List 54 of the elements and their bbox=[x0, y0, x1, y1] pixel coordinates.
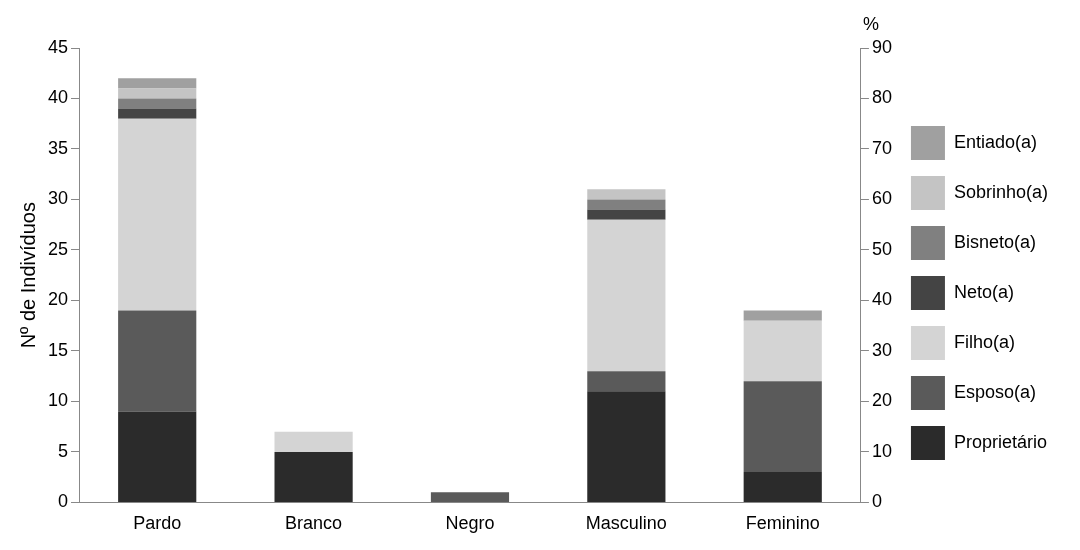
legend-label: Entiado(a) bbox=[953, 131, 1038, 152]
y2-tick-label: 30 bbox=[871, 339, 892, 360]
bar bbox=[274, 431, 353, 452]
bar bbox=[587, 199, 666, 210]
y-tick-label: 45 bbox=[47, 36, 69, 57]
bar bbox=[118, 310, 197, 412]
bar bbox=[118, 411, 197, 502]
y-tick-label: 10 bbox=[47, 390, 69, 411]
y2-tick-label: 10 bbox=[871, 440, 892, 461]
bar bbox=[274, 451, 353, 502]
legend-label: Proprietário bbox=[953, 431, 1047, 452]
y-tick-label: 5 bbox=[58, 440, 69, 461]
y-tick-label: 0 bbox=[58, 491, 69, 512]
x-tick-label: Branco bbox=[285, 513, 343, 534]
y2-tick-label: 70 bbox=[871, 137, 892, 158]
y2-tick-label: 20 bbox=[871, 390, 892, 411]
bar bbox=[743, 381, 822, 473]
bar bbox=[743, 472, 822, 502]
legend-label: Sobrinho(a) bbox=[953, 181, 1049, 202]
bar bbox=[118, 78, 197, 89]
bar bbox=[430, 492, 510, 502]
bar bbox=[118, 98, 197, 109]
y2-tick-label: 0 bbox=[871, 491, 882, 512]
bar bbox=[743, 310, 822, 321]
y-axis-title: Nº de Indivíduos bbox=[16, 202, 39, 349]
y-tick-label: 30 bbox=[47, 188, 69, 209]
y2-tick-label: 80 bbox=[871, 87, 892, 108]
y-tick-label: 20 bbox=[47, 289, 69, 310]
x-tick-label: Masculino bbox=[585, 513, 667, 534]
bar bbox=[587, 189, 666, 200]
x-tick-label: Negro bbox=[445, 513, 495, 534]
legend-label: Esposo(a) bbox=[953, 381, 1036, 402]
y2-tick-label: 60 bbox=[871, 188, 892, 209]
bar bbox=[118, 108, 197, 119]
bar bbox=[743, 320, 822, 382]
legend-label: Filho(a) bbox=[953, 331, 1015, 352]
legend-label: Neto(a) bbox=[953, 281, 1014, 302]
y2-tick-label: 50 bbox=[871, 238, 892, 259]
y2-tick-label: 90 bbox=[871, 36, 892, 57]
y-tick-label: 25 bbox=[47, 238, 69, 259]
y-tick-label: 35 bbox=[47, 137, 69, 158]
bar bbox=[118, 118, 197, 311]
y-tick-label: 40 bbox=[47, 87, 69, 108]
x-tick-label: Feminino bbox=[745, 513, 820, 534]
bar bbox=[587, 209, 666, 220]
bar bbox=[587, 219, 666, 372]
bar bbox=[118, 88, 197, 99]
y2-tick-label: 40 bbox=[871, 289, 892, 310]
legend-label: Bisneto(a) bbox=[953, 231, 1036, 252]
y-tick-label: 15 bbox=[47, 339, 69, 360]
x-tick-label: Pardo bbox=[133, 513, 182, 534]
bar bbox=[587, 391, 666, 502]
y2-axis-title: % bbox=[862, 13, 879, 34]
bar bbox=[587, 371, 666, 392]
